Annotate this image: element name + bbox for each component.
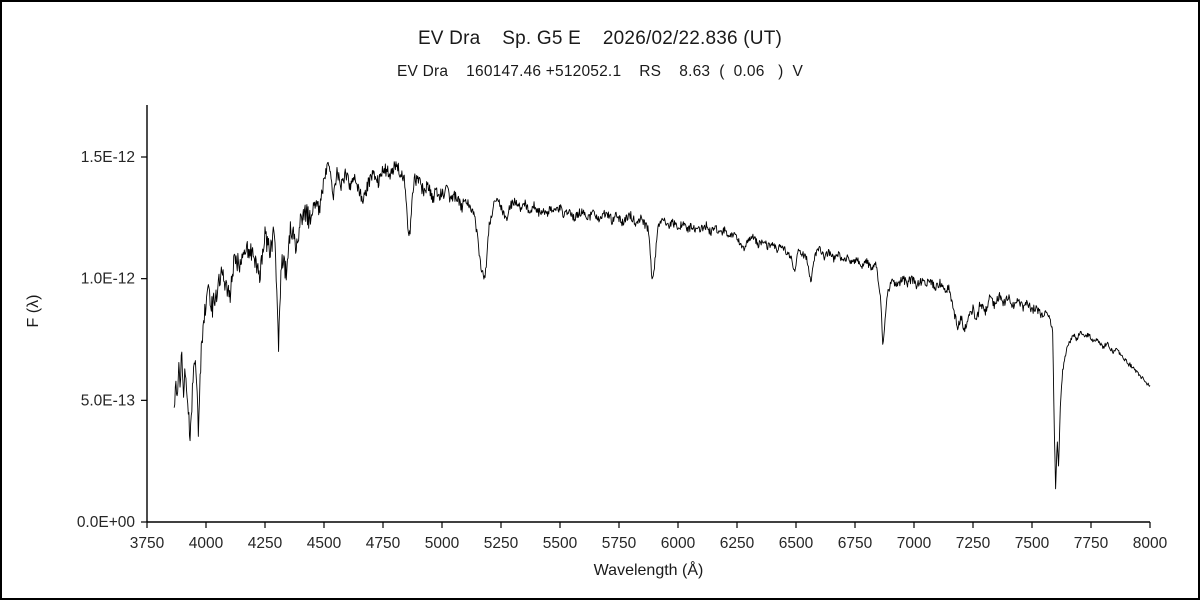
x-tick-label: 6750 — [838, 535, 873, 552]
x-tick-label: 7250 — [956, 535, 991, 552]
y-axis-title: F (λ) — [25, 294, 42, 328]
x-tick-label: 5000 — [425, 535, 460, 552]
x-tick-label: 8000 — [1133, 535, 1168, 552]
x-tick-label: 4250 — [248, 535, 283, 552]
x-tick-label: 6000 — [661, 535, 696, 552]
y-tick-label: 0.0E+00 — [77, 514, 136, 531]
y-tick-label: 5.0E-13 — [81, 392, 135, 409]
x-tick-label: 6250 — [720, 535, 755, 552]
x-tick-label: 4750 — [366, 535, 401, 552]
spectrum-line — [173, 161, 1151, 490]
y-tick-label: 1.0E-12 — [81, 271, 135, 288]
x-tick-label: 4500 — [307, 535, 342, 552]
chart-subtitle: EV Dra 160147.46 +512052.1 RS 8.63 ( 0.0… — [397, 63, 803, 80]
x-tick-label: 7500 — [1015, 535, 1050, 552]
chart-title: EV Dra Sp. G5 E 2026/02/22.836 (UT) — [417, 28, 783, 49]
x-tick-label: 7000 — [897, 535, 932, 552]
x-tick-label: 7750 — [1074, 535, 1109, 552]
x-axis-title: Wavelength (Å) — [593, 562, 704, 579]
x-tick-label: 5250 — [484, 535, 519, 552]
x-tick-label: 5500 — [543, 535, 578, 552]
x-tick-label: 5750 — [602, 535, 637, 552]
y-tick-label: 1.5E-12 — [81, 149, 135, 166]
x-tick-label: 6500 — [779, 535, 814, 552]
x-tick-label: 4000 — [189, 535, 224, 552]
x-tick-label: 3750 — [130, 535, 165, 552]
